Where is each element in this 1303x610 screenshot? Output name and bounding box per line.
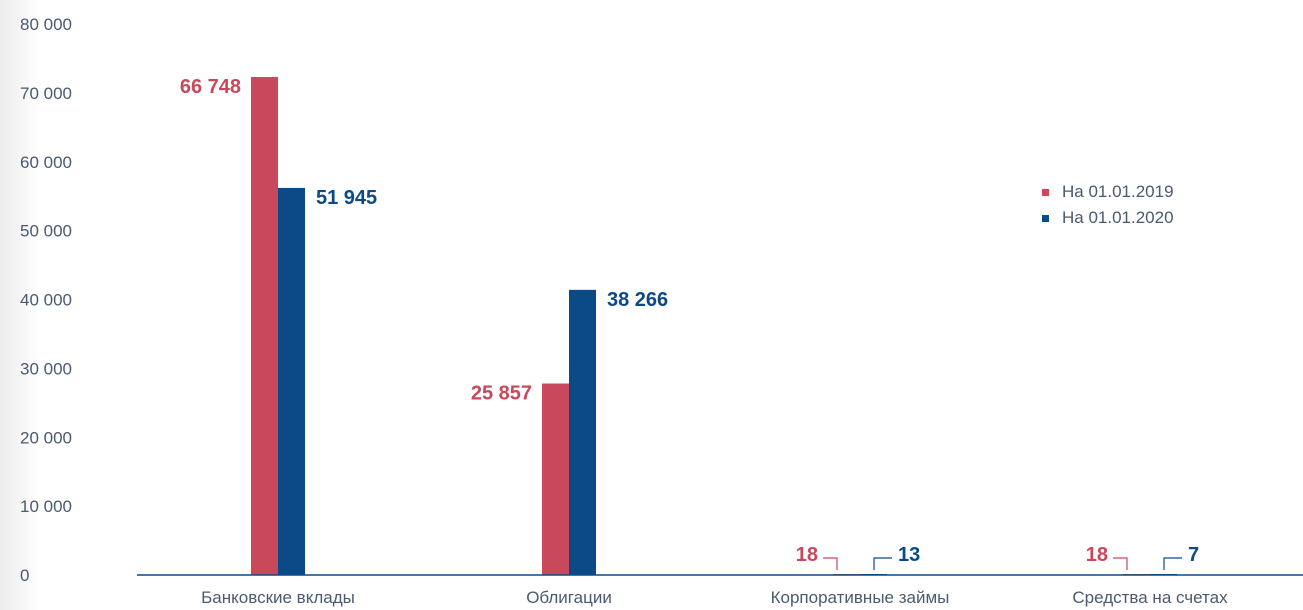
y-tick-label: 50 000	[20, 222, 72, 241]
x-category-label: Средства на счетах	[1072, 588, 1228, 607]
leader-line	[1163, 557, 1182, 570]
data-label: 25 857	[471, 383, 532, 405]
category-labels: Банковские вклады Облигации Корпоративные …	[201, 588, 1228, 607]
bar	[251, 77, 278, 575]
y-tick-label: 30 000	[20, 359, 72, 378]
x-category-label: Корпоративные займы	[771, 588, 950, 607]
leader-line	[823, 557, 838, 570]
bars	[251, 77, 1177, 576]
x-category-label: Облигации	[526, 588, 612, 607]
leader-line	[1113, 557, 1128, 570]
y-tick-label: 80 000	[20, 15, 72, 34]
bar	[569, 289, 596, 575]
y-tick-label: 10 000	[20, 497, 72, 516]
data-label: 7	[1188, 544, 1199, 566]
y-tick-label: 20 000	[20, 428, 72, 447]
y-axis-tick-labels: 0 10 000 20 000 30 000 40 000 50 000 60 000 70 …	[20, 15, 72, 585]
data-label: 66 748	[180, 76, 241, 98]
y-tick-label: 0	[20, 566, 29, 585]
leader-line	[873, 557, 892, 570]
y-tick-label: 70 000	[20, 84, 72, 103]
y-tick-label: 60 000	[20, 153, 72, 172]
bar	[542, 383, 569, 575]
bar	[278, 187, 305, 576]
legend-swatch	[1042, 189, 1049, 196]
data-label: 18	[1086, 544, 1108, 566]
legend-label: На 01.01.2020	[1062, 208, 1174, 227]
data-label: 18	[796, 544, 818, 566]
x-category-label: Банковские вклады	[201, 588, 355, 607]
legend-label: На 01.01.2019	[1062, 182, 1174, 201]
y-tick-label: 40 000	[20, 291, 72, 310]
data-labels: 66 748 51 945 25 857 38 266 18 13 18 7	[180, 76, 1199, 570]
legend: На 01.01.2019 На 01.01.2020	[1042, 182, 1174, 227]
data-label: 51 945	[316, 187, 377, 209]
data-label: 38 266	[607, 289, 668, 311]
data-label: 13	[898, 544, 920, 566]
legend-swatch	[1042, 215, 1049, 222]
